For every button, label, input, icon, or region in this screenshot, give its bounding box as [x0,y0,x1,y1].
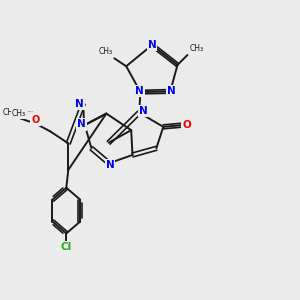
Text: O: O [32,115,40,124]
Text: methoxy: methoxy [18,114,24,116]
Text: N: N [139,106,148,116]
Text: methoxy: methoxy [28,110,34,112]
Text: N: N [77,120,86,130]
Text: CH₃: CH₃ [98,47,112,56]
Text: N: N [106,160,114,170]
Text: O: O [182,120,191,130]
Text: Cl: Cl [61,242,72,252]
Text: N: N [167,86,176,96]
Text: CH₃: CH₃ [189,44,204,53]
Text: CH₃: CH₃ [12,109,26,118]
Text: N: N [135,86,144,96]
Text: N: N [148,40,156,50]
Text: CH₃: CH₃ [2,108,16,117]
Text: N: N [75,99,84,109]
Text: N: N [77,119,85,129]
